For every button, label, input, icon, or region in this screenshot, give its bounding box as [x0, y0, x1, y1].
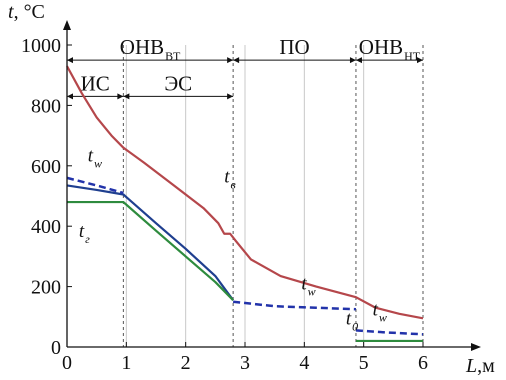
series-line-tв	[66, 65, 424, 320]
series-line-tw	[355, 329, 424, 336]
curve-label-tг: tг	[79, 221, 90, 246]
zone-label: ОНВВТ	[120, 35, 181, 63]
curve-label-tw: tw	[373, 299, 387, 324]
zone-arrowhead	[233, 57, 240, 64]
y-axis-title: t, °С	[8, 1, 45, 23]
zone-label: ОНВНТ	[359, 35, 421, 63]
zone-label: ЭС	[164, 71, 192, 95]
zone-arrowhead	[123, 93, 130, 100]
y-tick-label: 0	[51, 337, 61, 359]
series-line-tw	[66, 176, 124, 195]
zone-annotations: ОНВВТ ИС ЭС ПО ОНВНТ	[67, 35, 424, 347]
axes: 0 1 2 3 4 5 6 0 200 400 600 800 1000 t, °С L,м	[8, 1, 495, 377]
zone-label: ИС	[81, 71, 110, 95]
series-line-tw	[232, 300, 357, 311]
zone-arrowhead	[67, 93, 73, 100]
x-tick-label: 1	[121, 352, 131, 374]
y-tick-label: 200	[31, 277, 61, 299]
zone-arrowhead	[355, 57, 362, 64]
x-tick-label: 3	[240, 352, 250, 374]
curve-label-tw: tw	[301, 274, 315, 299]
y-axis-arrow	[63, 20, 71, 30]
curve-label-t0: t0	[346, 308, 358, 333]
x-tick-label: 4	[299, 352, 309, 374]
gridlines	[125, 45, 365, 347]
series-line-tг	[67, 200, 234, 301]
zone-arrowhead	[227, 57, 234, 64]
zone-arrowhead	[417, 57, 423, 64]
y-tick-label: 1000	[21, 35, 61, 57]
zone-arrowhead	[67, 57, 73, 64]
y-tick-label: 600	[31, 156, 61, 178]
series-group	[66, 65, 424, 343]
curve-label-tw: tw	[88, 145, 102, 170]
x-axis-title: L,м	[465, 355, 495, 377]
zone-arrowhead	[349, 57, 356, 64]
zone-arrowhead	[227, 93, 234, 100]
curve-labels: tw tв tг tw t0 tw	[79, 145, 387, 333]
x-axis-arrow	[471, 343, 481, 351]
x-tick-label: 5	[359, 352, 369, 374]
curve-label-tв: tв	[224, 166, 236, 191]
zone-arrowhead	[117, 93, 124, 100]
x-tick-label: 6	[418, 352, 428, 374]
y-tick-label: 800	[31, 95, 61, 117]
y-tick-label: 400	[31, 216, 61, 238]
zone-label: ПО	[279, 35, 309, 59]
x-tick-label: 2	[181, 352, 191, 374]
series-line-tw	[66, 184, 235, 301]
x-tick-label: 0	[62, 352, 72, 374]
